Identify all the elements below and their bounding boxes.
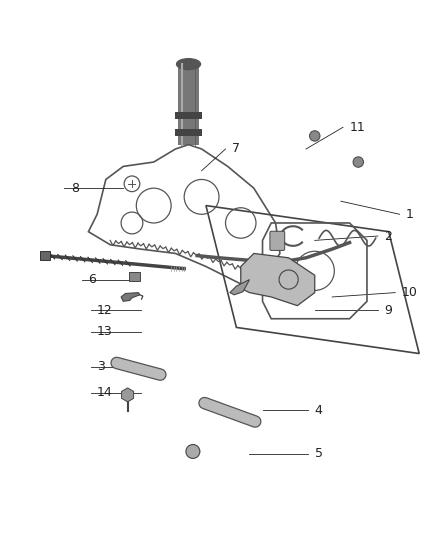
Text: 8: 8 xyxy=(71,182,79,195)
Polygon shape xyxy=(230,279,250,295)
Text: 9: 9 xyxy=(385,303,392,317)
Circle shape xyxy=(186,445,200,458)
Text: 2: 2 xyxy=(385,230,392,243)
Polygon shape xyxy=(121,293,140,301)
Text: 10: 10 xyxy=(402,286,418,299)
Circle shape xyxy=(353,157,364,167)
Text: 7: 7 xyxy=(232,142,240,156)
Text: 14: 14 xyxy=(97,386,113,399)
Ellipse shape xyxy=(177,59,201,70)
Polygon shape xyxy=(199,398,261,427)
Polygon shape xyxy=(40,251,50,260)
FancyBboxPatch shape xyxy=(176,112,201,118)
Text: 5: 5 xyxy=(315,447,323,460)
FancyBboxPatch shape xyxy=(178,64,199,144)
Text: 12: 12 xyxy=(97,303,113,317)
FancyBboxPatch shape xyxy=(176,130,201,136)
Text: 1: 1 xyxy=(406,208,414,221)
Text: 13: 13 xyxy=(97,325,113,338)
Text: 3: 3 xyxy=(97,360,105,373)
Text: 4: 4 xyxy=(315,403,323,417)
Circle shape xyxy=(310,131,320,141)
FancyBboxPatch shape xyxy=(270,231,285,251)
Text: 6: 6 xyxy=(88,273,96,286)
Text: 11: 11 xyxy=(350,121,365,134)
Polygon shape xyxy=(241,254,315,305)
FancyBboxPatch shape xyxy=(129,272,140,281)
Polygon shape xyxy=(111,357,166,380)
